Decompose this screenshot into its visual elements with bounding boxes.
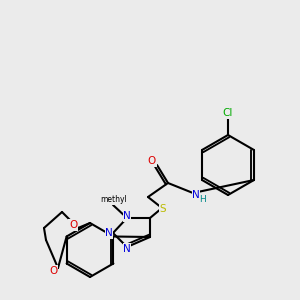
Text: Cl: Cl	[223, 108, 233, 118]
Text: O: O	[49, 266, 57, 276]
Text: H: H	[200, 196, 206, 205]
Text: S: S	[160, 204, 166, 214]
Text: methyl: methyl	[100, 196, 127, 205]
Text: N: N	[123, 244, 131, 254]
Text: N: N	[105, 228, 113, 238]
Text: N: N	[123, 211, 131, 221]
Text: O: O	[69, 220, 77, 230]
Text: N: N	[192, 190, 200, 200]
Text: O: O	[148, 156, 156, 166]
